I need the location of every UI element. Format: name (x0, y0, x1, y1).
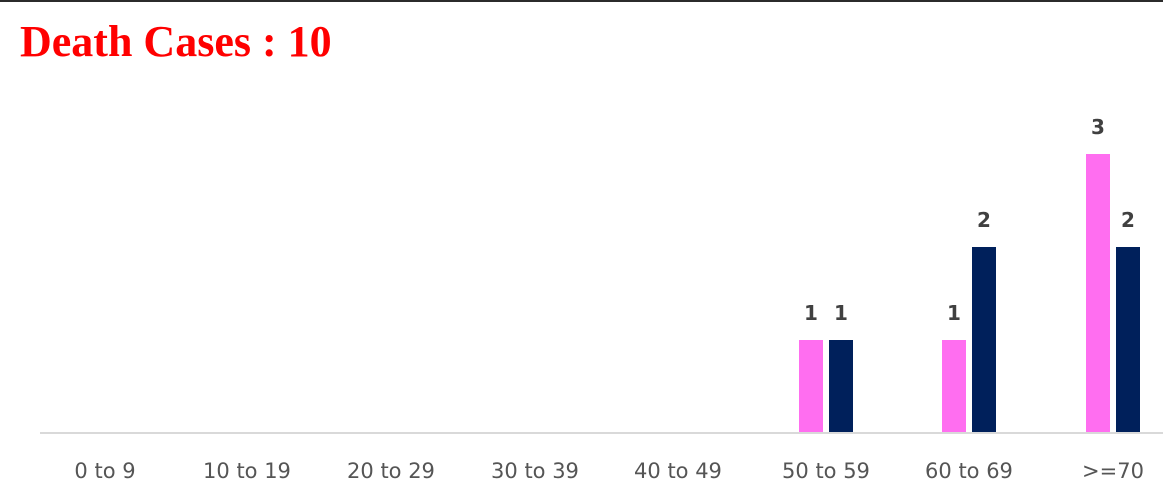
top-border (0, 0, 1163, 2)
x-tick-label: 30 to 39 (491, 459, 579, 483)
chart-title: Death Cases : 10 (20, 17, 332, 66)
bar (799, 340, 823, 433)
x-tick-label: 20 to 29 (347, 459, 435, 483)
x-tick-label: 40 to 49 (634, 459, 722, 483)
x-tick-labels-group: 0 to 9 10 to 19 20 to 29 30 to 39 40 to 49 50… (74, 459, 1144, 483)
data-label: 2 (1121, 208, 1135, 232)
bar (942, 340, 966, 433)
data-label: 3 (1091, 115, 1105, 139)
x-tick-label: 0 to 9 (74, 459, 135, 483)
data-label: 1 (804, 301, 818, 325)
x-tick-label: >=70 (1082, 459, 1144, 483)
data-label: 2 (977, 208, 991, 232)
bar (829, 340, 853, 433)
data-label: 1 (834, 301, 848, 325)
x-tick-label: 60 to 69 (925, 459, 1013, 483)
x-tick-label: 10 to 19 (203, 459, 291, 483)
bar (972, 247, 996, 433)
x-tick-label: 50 to 59 (782, 459, 870, 483)
bars-group (799, 154, 1140, 433)
bar (1086, 154, 1110, 433)
data-label: 1 (947, 301, 961, 325)
bar (1116, 247, 1140, 433)
